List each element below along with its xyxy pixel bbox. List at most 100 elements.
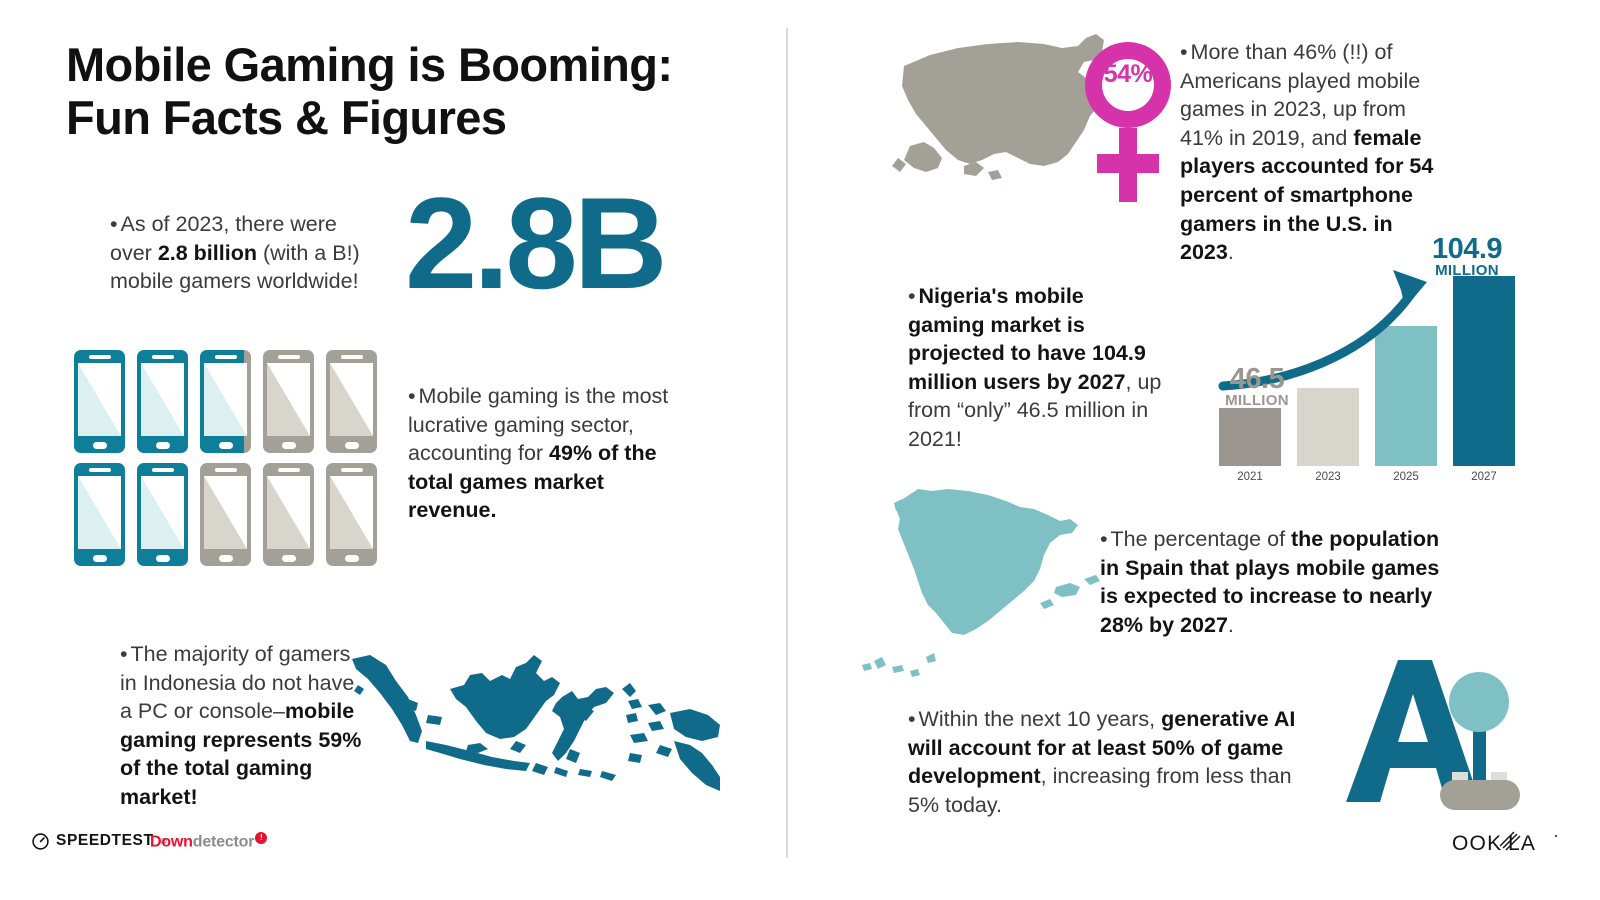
phone-speaker xyxy=(88,355,111,359)
phone-screen xyxy=(267,476,310,549)
bar-rect xyxy=(1219,408,1281,466)
phone-screen xyxy=(267,363,310,436)
phone-icon-filled xyxy=(137,350,188,453)
bullet-dot: • xyxy=(908,284,916,308)
page-title-line2: Fun Facts & Figures xyxy=(66,91,507,145)
fact-ai: • Within the next 10 years, generative AI… xyxy=(908,705,1298,819)
fact-spain-p2: . xyxy=(1227,612,1234,637)
bar-tick-label: 2023 xyxy=(1315,471,1341,483)
fact-worldwide-p1: As of 2023, there were over xyxy=(110,212,337,265)
joystick-ball xyxy=(1449,672,1509,732)
phone-speaker xyxy=(151,468,174,472)
phone-home-button xyxy=(281,442,296,449)
phone-home-button xyxy=(155,555,170,562)
phone-speaker xyxy=(277,468,300,472)
speedtest-wordmark: SPEEDTEST xyxy=(56,832,154,849)
phone-screen xyxy=(78,363,121,436)
speedtest-logo: SPEEDTEST ® xyxy=(32,832,166,850)
phone-home-button xyxy=(344,442,359,449)
phone-speaker xyxy=(88,468,111,472)
fact-usa: • More than 46% (!!) of Americans played … xyxy=(1180,38,1450,267)
bullet-dot: • xyxy=(408,384,416,408)
bar-tick-label: 2025 xyxy=(1393,471,1419,483)
phone-icon-filled xyxy=(74,463,125,566)
chart-label-104-9: 104.9 MILLION xyxy=(1419,233,1515,279)
phone-screen xyxy=(141,363,184,436)
phone-screen xyxy=(141,476,184,549)
phone-speaker xyxy=(214,468,237,472)
fact-usa-p1: More than 46% (!!) of Americans played m… xyxy=(1180,40,1421,150)
bullet-dot: • xyxy=(1180,40,1188,64)
fact-spain-p1: The percentage of xyxy=(1110,527,1292,551)
female-symbol-54-percent: 54% xyxy=(1085,42,1190,202)
phone-screen xyxy=(204,363,247,436)
ookla-logo: OOK LA xyxy=(1452,831,1557,855)
page-title: Mobile Gaming is Booming: Fun Facts & Fi… xyxy=(66,38,766,144)
speedtest-trademark: ® xyxy=(160,836,167,846)
chart-label-46-5-unit: MILLION xyxy=(1225,391,1289,409)
svg-text:LA: LA xyxy=(1508,832,1536,855)
downdetector-detector: detector xyxy=(192,833,255,851)
downdetector-down: Down xyxy=(150,833,193,851)
phone-grid-49-percent xyxy=(74,350,379,570)
female-percent-label: 54% xyxy=(1103,60,1153,88)
bullet-dot: • xyxy=(908,707,916,731)
phone-home-button xyxy=(155,442,170,449)
fact-worldwide-b1: 2.8 billion xyxy=(157,240,257,265)
downdetector-logo: Downdetector! xyxy=(150,832,268,851)
phone-speaker xyxy=(340,355,363,359)
phone-icon-filled xyxy=(137,463,188,566)
phone-home-button xyxy=(218,555,233,562)
phone-home-button xyxy=(344,555,359,562)
fact-ai-p1: Within the next 10 years, xyxy=(918,707,1162,731)
fact-ai-b1: generative AI will account for at least … xyxy=(908,707,1296,789)
fact-worldwide: • As of 2023, there were over 2.8 billion… xyxy=(110,210,372,296)
fact-usa-p2: . xyxy=(1227,240,1234,265)
chart-label-104-9-unit: MILLION xyxy=(1435,261,1499,279)
phone-screen xyxy=(78,476,121,549)
phone-screen xyxy=(204,476,247,549)
downdetector-badge: ! xyxy=(255,832,268,844)
bullet-dot: • xyxy=(120,642,128,666)
ookla-wordmark: OOK xyxy=(1452,832,1502,855)
phone-icon-partial xyxy=(200,350,251,453)
fact-indonesia-p1: The majority of gamers in Indonesia do n… xyxy=(120,642,355,724)
bullet-dot: • xyxy=(1100,527,1108,551)
female-symbol-icon xyxy=(1085,42,1171,202)
bar-tick-label: 2021 xyxy=(1237,471,1263,483)
fact-revenue: • Mobile gaming is the most lucrative gam… xyxy=(408,382,673,525)
phone-screen xyxy=(330,476,373,549)
phone-icon-empty xyxy=(200,463,251,566)
fact-nigeria-p2: , up from “only” 46.5 million in 2021! xyxy=(908,369,1162,451)
phone-home-button xyxy=(218,442,233,449)
column-divider xyxy=(786,28,788,858)
bullet-dot: • xyxy=(110,212,118,236)
bar-rect xyxy=(1453,276,1515,466)
phone-icon-empty xyxy=(263,350,314,453)
phone-icon-filled xyxy=(74,350,125,453)
phone-icon-empty xyxy=(263,463,314,566)
phone-speaker xyxy=(277,355,300,359)
chart-label-46-5: 46.5 MILLION xyxy=(1217,363,1297,409)
nigeria-bar-chart: 2021 2023 2025 2027 46.5 MILLION 104 xyxy=(1215,235,1515,490)
bar-rect xyxy=(1297,388,1359,466)
fact-worldwide-p2: (with a B!) mobile gamers worldwide! xyxy=(110,240,360,294)
fact-indonesia-b1: mobile gaming represents 59% of the tota… xyxy=(120,699,362,809)
usa-map xyxy=(892,34,1108,180)
chart-label-104-9-value: 104.9 xyxy=(1431,233,1503,265)
phone-home-button xyxy=(92,555,107,562)
fact-nigeria-b1: Nigeria's mobile gaming market is projec… xyxy=(908,284,1146,394)
fact-spain: • The percentage of the population in Spa… xyxy=(1100,525,1460,639)
chart-label-46-5-value: 46.5 xyxy=(1229,363,1285,395)
fact-ai-p2: , increasing from less than 5% today. xyxy=(908,764,1292,817)
ai-joystick-graphic xyxy=(1346,660,1520,810)
phone-icon-empty xyxy=(326,350,377,453)
joystick-base xyxy=(1440,780,1520,810)
chart-bars: 2021 2023 2025 2027 xyxy=(1215,266,1515,483)
bar-rect xyxy=(1375,326,1437,466)
phone-screen xyxy=(330,363,373,436)
fact-revenue-p1: Mobile gaming is the most lucrative gami… xyxy=(408,384,669,466)
bar-tick-label: 2027 xyxy=(1471,471,1497,483)
fact-nigeria: • Nigeria's mobile gaming market is proje… xyxy=(908,282,1163,454)
fact-spain-b1: the population in Spain that plays mobil… xyxy=(1100,527,1440,637)
